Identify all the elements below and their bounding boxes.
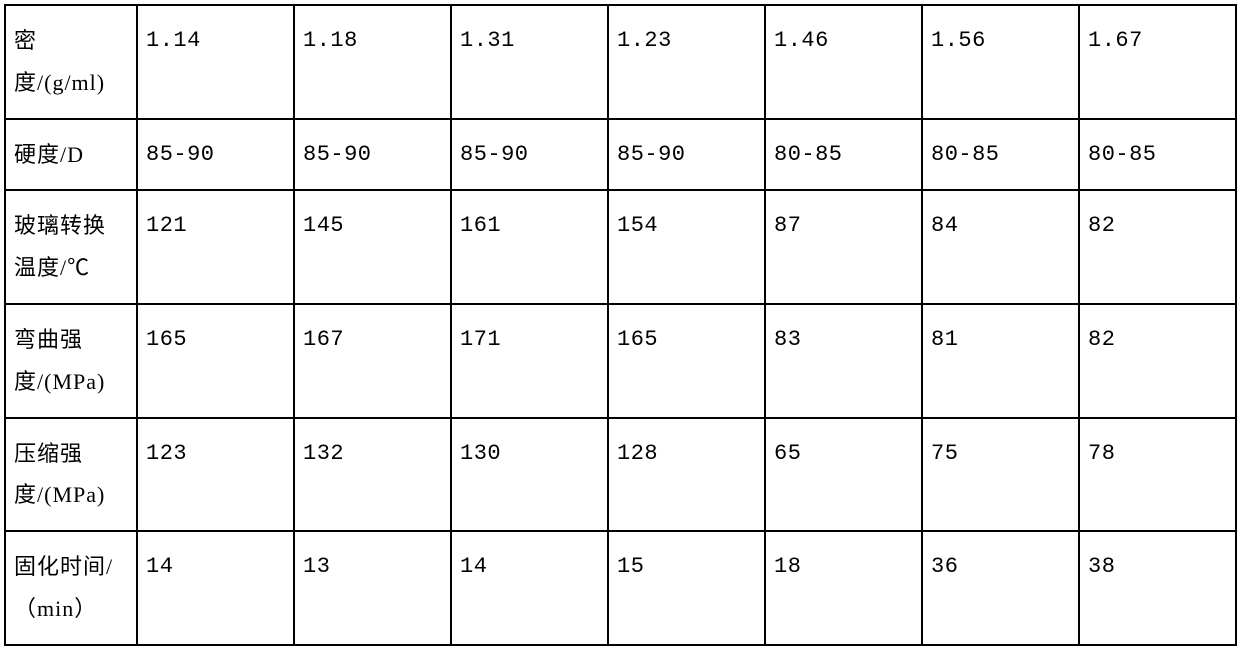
cell: 1.18	[294, 5, 451, 119]
table-row: 玻璃转换温度/℃ 121 145 161 154 87 84 82	[5, 190, 1236, 304]
cell: 82	[1079, 304, 1236, 418]
row-label: 压缩强度/(MPa)	[5, 418, 137, 532]
row-label: 密度/(g/ml)	[5, 5, 137, 119]
cell: 165	[608, 304, 765, 418]
cell: 38	[1079, 531, 1236, 645]
cell: 121	[137, 190, 294, 304]
cell: 80-85	[1079, 119, 1236, 191]
table-body: 密度/(g/ml) 1.14 1.18 1.31 1.23 1.46 1.56 …	[5, 5, 1236, 645]
cell: 14	[137, 531, 294, 645]
cell: 85-90	[451, 119, 608, 191]
cell: 18	[765, 531, 922, 645]
cell: 85-90	[608, 119, 765, 191]
cell: 75	[922, 418, 1079, 532]
cell: 84	[922, 190, 1079, 304]
cell: 171	[451, 304, 608, 418]
cell: 81	[922, 304, 1079, 418]
cell: 1.46	[765, 5, 922, 119]
cell: 128	[608, 418, 765, 532]
cell: 123	[137, 418, 294, 532]
cell: 82	[1079, 190, 1236, 304]
row-label: 弯曲强度/(MPa)	[5, 304, 137, 418]
cell: 85-90	[294, 119, 451, 191]
cell: 154	[608, 190, 765, 304]
cell: 161	[451, 190, 608, 304]
table-row: 压缩强度/(MPa) 123 132 130 128 65 75 78	[5, 418, 1236, 532]
cell: 78	[1079, 418, 1236, 532]
cell: 87	[765, 190, 922, 304]
cell: 165	[137, 304, 294, 418]
cell: 1.56	[922, 5, 1079, 119]
cell: 1.14	[137, 5, 294, 119]
cell: 1.23	[608, 5, 765, 119]
cell: 13	[294, 531, 451, 645]
cell: 132	[294, 418, 451, 532]
cell: 167	[294, 304, 451, 418]
table-row: 弯曲强度/(MPa) 165 167 171 165 83 81 82	[5, 304, 1236, 418]
cell: 1.67	[1079, 5, 1236, 119]
table-row: 硬度/D 85-90 85-90 85-90 85-90 80-85 80-85…	[5, 119, 1236, 191]
row-label: 玻璃转换温度/℃	[5, 190, 137, 304]
table-row: 密度/(g/ml) 1.14 1.18 1.31 1.23 1.46 1.56 …	[5, 5, 1236, 119]
table-row: 固化时间/（min） 14 13 14 15 18 36 38	[5, 531, 1236, 645]
cell: 85-90	[137, 119, 294, 191]
cell: 83	[765, 304, 922, 418]
properties-table: 密度/(g/ml) 1.14 1.18 1.31 1.23 1.46 1.56 …	[4, 4, 1237, 646]
cell: 65	[765, 418, 922, 532]
cell: 80-85	[765, 119, 922, 191]
cell: 1.31	[451, 5, 608, 119]
row-label: 固化时间/（min）	[5, 531, 137, 645]
cell: 14	[451, 531, 608, 645]
cell: 145	[294, 190, 451, 304]
cell: 15	[608, 531, 765, 645]
cell: 80-85	[922, 119, 1079, 191]
cell: 130	[451, 418, 608, 532]
row-label: 硬度/D	[5, 119, 137, 191]
cell: 36	[922, 531, 1079, 645]
